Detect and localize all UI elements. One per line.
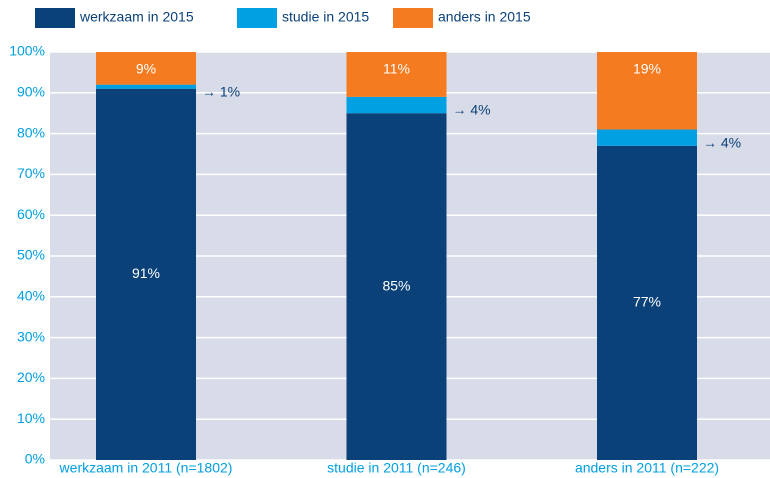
y-tick-label: 80% xyxy=(17,124,45,140)
x-tick-label: anders in 2011 (n=222) xyxy=(575,460,719,476)
y-tick-label: 60% xyxy=(17,206,45,222)
y-tick-label: 90% xyxy=(17,84,45,100)
y-tick-label: 0% xyxy=(25,451,45,467)
y-tick-label: 30% xyxy=(17,328,45,344)
bar-segment xyxy=(597,145,697,460)
data-labels: 91% → 1% 9% 85% → 4% 11% 77% → 4% 19% xyxy=(132,61,741,310)
legend-label: werkzaam in 2015 xyxy=(79,9,194,25)
x-tick-label: werkzaam in 2011 (n=1802) xyxy=(59,460,233,476)
data-label: 91% xyxy=(132,265,160,281)
bar-segment xyxy=(346,52,447,97)
bar-segment xyxy=(346,96,447,114)
data-label: → 1% xyxy=(202,83,240,99)
bar-segment xyxy=(96,52,196,85)
x-tick-label: studie in 2011 (n=246) xyxy=(327,460,466,476)
legend-swatch xyxy=(35,8,75,28)
bar-segment xyxy=(96,84,196,89)
y-tick-label: 50% xyxy=(17,247,45,263)
data-label: 19% xyxy=(633,61,661,77)
y-tick-label: 100% xyxy=(9,43,45,59)
legend-swatch xyxy=(393,8,433,28)
y-tick-label: 20% xyxy=(17,369,45,385)
data-label: → 4% xyxy=(453,102,491,118)
data-label: 85% xyxy=(382,277,410,293)
y-tick-label: 70% xyxy=(17,165,45,181)
bar-segment xyxy=(96,88,196,460)
bar-segment xyxy=(597,52,697,130)
y-tick-label: 10% xyxy=(17,410,45,426)
bars xyxy=(96,52,697,460)
data-label: 9% xyxy=(136,61,156,77)
data-label: → 4% xyxy=(703,134,741,150)
legend-label: studie in 2015 xyxy=(282,9,369,25)
data-label: 77% xyxy=(633,294,661,310)
bar-segment xyxy=(346,113,447,460)
legend-swatch xyxy=(237,8,277,28)
y-tick-label: 40% xyxy=(17,288,45,304)
legend-label: anders in 2015 xyxy=(438,9,531,25)
data-label: 11% xyxy=(383,61,410,77)
bar-segment xyxy=(597,129,697,146)
